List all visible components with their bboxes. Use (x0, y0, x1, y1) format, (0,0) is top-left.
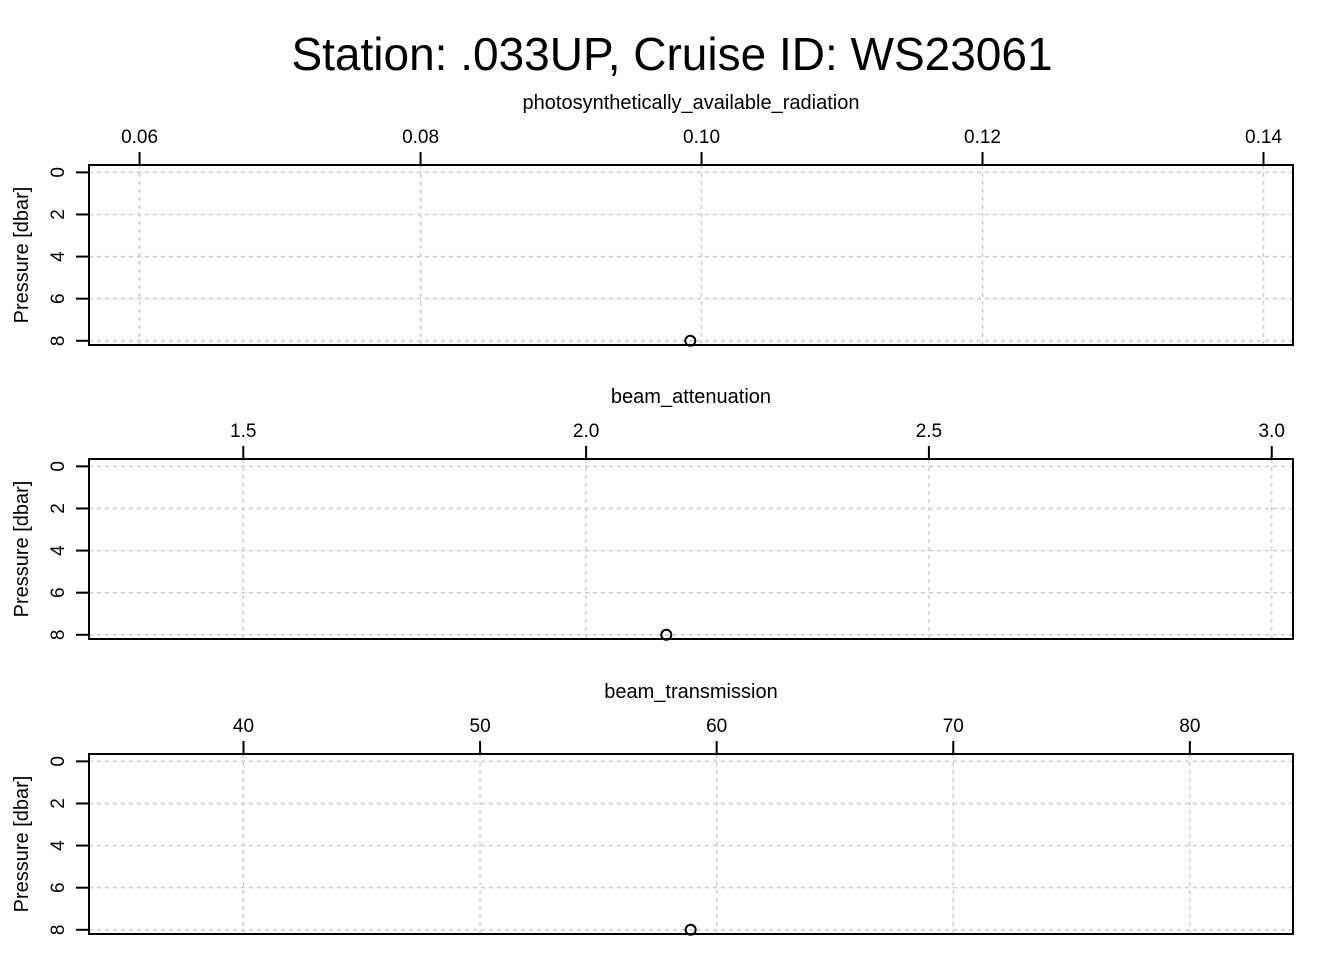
y-tick-label: 8 (48, 630, 69, 641)
y-tick-label: 2 (48, 503, 69, 514)
y-tick-label: 2 (48, 798, 69, 809)
y-axis-label: Pressure [dbar] (11, 776, 33, 913)
y-tick-label: 6 (48, 882, 69, 893)
panels-group: 0.06 0.08 0.10 0.12 0.14 0 2 4 6 8 photosynthetica… (11, 92, 1294, 936)
x-tick-label: 0.08 (402, 127, 439, 148)
panel-title: beam_attenuation (611, 386, 771, 408)
panel-title: photosynthetically_available_radiation (523, 92, 860, 114)
y-axis-label: Pressure [dbar] (11, 481, 33, 618)
x-tick-label: 60 (706, 716, 727, 737)
x-tick-label: 2.0 (573, 421, 599, 442)
x-tick-label: 1.5 (230, 421, 256, 442)
y-axis-label: Pressure [dbar] (11, 187, 33, 324)
y-tick-label: 0 (48, 167, 69, 178)
y-tick-label: 2 (48, 209, 69, 220)
x-tick-label: 80 (1179, 716, 1200, 737)
panel-title: beam_transmission (604, 681, 777, 703)
x-tick-label: 3.0 (1259, 421, 1285, 442)
data-point (660, 628, 673, 641)
chart-title: Station: .033UP, Cruise ID: WS23061 (291, 28, 1052, 80)
x-tick-label: 2.5 (916, 421, 942, 442)
panel-3: 40 50 60 70 80 0 2 4 6 8 beam_transmission Pressure… (11, 681, 1294, 936)
plot-frame (88, 458, 1294, 640)
y-tick-label: 4 (48, 840, 69, 851)
x-tick-label: 70 (943, 716, 964, 737)
data-point (684, 334, 697, 347)
panel-1: 0.06 0.08 0.10 0.12 0.14 0 2 4 6 8 photosynthetica… (11, 92, 1294, 347)
y-tick-label: 8 (48, 925, 69, 936)
x-tick-label: 0.06 (121, 127, 158, 148)
plot-frame (88, 164, 1294, 346)
x-tick-label: 0.12 (964, 127, 1001, 148)
x-tick-label: 40 (233, 716, 254, 737)
y-tick-label: 4 (48, 545, 69, 556)
x-tick-label: 0.10 (683, 127, 720, 148)
x-tick-label: 0.14 (1245, 127, 1282, 148)
data-point (684, 923, 697, 936)
y-tick-label: 0 (48, 461, 69, 472)
y-tick-label: 4 (48, 251, 69, 262)
y-tick-label: 6 (48, 293, 69, 304)
y-tick-label: 0 (48, 756, 69, 767)
y-tick-label: 8 (48, 336, 69, 347)
plot-frame (88, 753, 1294, 935)
x-tick-label: 50 (470, 716, 491, 737)
panel-2: 1.5 2.0 2.5 3.0 0 2 4 6 8 beam_attenuation Pressur… (11, 386, 1294, 641)
y-tick-label: 6 (48, 587, 69, 598)
